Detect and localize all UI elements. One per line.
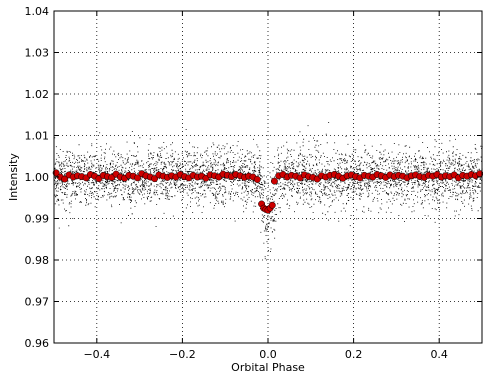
binned-point: [134, 174, 141, 182]
x-tick-label: −0.4: [83, 348, 110, 361]
y-tick-label: 1.02: [25, 88, 50, 101]
x-tick-label: 0.0: [259, 348, 277, 361]
binned-point: [270, 177, 278, 185]
raw-point-cloud: [54, 122, 483, 260]
ticks: [54, 10, 482, 344]
binned-point: [268, 201, 276, 209]
binned-points: [52, 169, 483, 214]
y-tick-label: 1.03: [25, 47, 50, 60]
y-axis-label: Intensity: [7, 153, 20, 201]
y-tick-label: 0.97: [25, 296, 50, 309]
raw-points: [54, 122, 483, 260]
binned-point: [61, 175, 69, 183]
y-tick-labels: 0.96 0.97 0.98 0.99 1.00 1.01 1.02 1.03 1.04: [25, 5, 50, 350]
x-tick-label: −0.2: [169, 348, 196, 361]
y-tick-label: 1.00: [25, 171, 50, 184]
binned-point: [52, 169, 60, 177]
x-axis-label: Orbital Phase: [231, 361, 305, 374]
x-tick-label: 0.2: [345, 348, 363, 361]
y-tick-label: 1.01: [25, 130, 50, 143]
x-tick-labels: −0.4 −0.2 0.0 0.2 0.4: [83, 348, 448, 361]
y-tick-label: 0.98: [25, 254, 50, 267]
y-tick-label: 0.99: [25, 213, 50, 226]
x-tick-label: 0.4: [430, 348, 448, 361]
y-tick-label: 1.04: [25, 5, 50, 18]
y-tick-label: 0.96: [25, 337, 50, 350]
binned-point: [253, 176, 261, 183]
